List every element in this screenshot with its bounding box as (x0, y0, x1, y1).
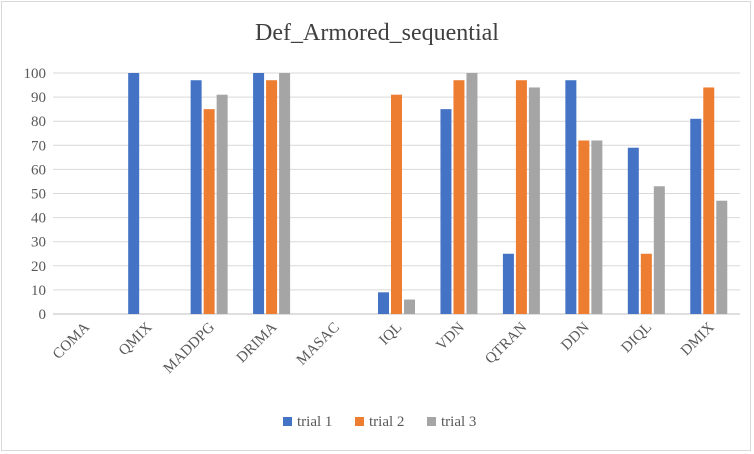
bar-iql-trial-3 (404, 299, 415, 314)
y-tick-label: 60 (31, 162, 46, 178)
x-axis-tick-labels: COMA QMIX MADDPG DRIMA MASAC IQL VDN QTRAN DDN DI… (50, 319, 718, 376)
y-axis-tick-labels: 0 10 20 30 40 50 60 70 80 90 100 (24, 66, 47, 323)
bar-drima-trial-3 (279, 73, 291, 314)
x-tick-label: IQL (376, 320, 405, 349)
y-tick-label: 90 (31, 90, 46, 106)
bar-vdn-trial-3 (466, 73, 478, 314)
legend-swatch-trial-1 (283, 417, 292, 426)
legend-swatch-trial-3 (427, 417, 436, 426)
y-tick-label: 40 (31, 211, 46, 227)
legend-label: trial 3 (441, 414, 476, 430)
x-tick-label: DRIMA (234, 319, 281, 366)
legend-label: trial 2 (369, 414, 404, 430)
x-tick-label: VDN (433, 319, 467, 353)
bars (128, 73, 728, 315)
bar-diql-trial-1 (627, 147, 639, 314)
y-tick-label: 30 (31, 235, 46, 251)
bar-ddn-trial-2 (578, 140, 590, 314)
bar-qmix-trial-1 (128, 73, 140, 314)
x-tick-label: DIQL (618, 320, 655, 357)
x-tick-label: MADDPG (161, 319, 218, 376)
x-tick-label: QTRAN (482, 319, 530, 367)
bar-iql-trial-1 (378, 292, 389, 314)
y-tick-label: 50 (31, 187, 46, 203)
legend: trial 1 trial 2 trial 3 (283, 414, 476, 430)
bar-ddn-trial-3 (591, 140, 603, 314)
y-tick-label: 100 (24, 66, 47, 82)
y-tick-label: 70 (31, 138, 46, 154)
bar-drima-trial-2 (266, 80, 278, 314)
bar-diql-trial-3 (653, 186, 665, 314)
legend-swatch-trial-2 (355, 417, 364, 426)
bar-drima-trial-1 (253, 73, 265, 314)
bar-iql-trial-2 (391, 94, 402, 314)
bar-diql-trial-2 (640, 253, 652, 314)
legend-label: trial 1 (297, 414, 332, 430)
bar-dmix-trial-3 (716, 200, 728, 314)
bar-ddn-trial-1 (565, 80, 577, 314)
bar-qtran-trial-1 (502, 253, 514, 314)
bar-vdn-trial-1 (440, 109, 452, 315)
x-tick-label: DDN (558, 319, 592, 353)
x-tick-label: DMIX (678, 319, 718, 359)
bar-dmix-trial-1 (690, 118, 702, 314)
chart-title: Def_Armored_sequential (255, 20, 499, 46)
y-tick-label: 80 (31, 114, 46, 130)
bar-maddpg-trial-2 (203, 109, 215, 315)
bar-vdn-trial-2 (453, 80, 465, 314)
y-tick-label: 20 (31, 259, 46, 275)
bar-qtran-trial-2 (515, 80, 527, 314)
bar-maddpg-trial-3 (216, 94, 228, 314)
bar-qtran-trial-3 (528, 87, 540, 315)
y-tick-label: 10 (31, 283, 46, 299)
bar-maddpg-trial-1 (190, 80, 202, 314)
y-tick-label: 0 (39, 307, 47, 323)
x-tick-label: MASAC (294, 320, 343, 369)
bar-dmix-trial-2 (703, 87, 715, 315)
x-tick-label: COMA (50, 319, 93, 362)
x-tick-label: QMIX (116, 319, 156, 359)
